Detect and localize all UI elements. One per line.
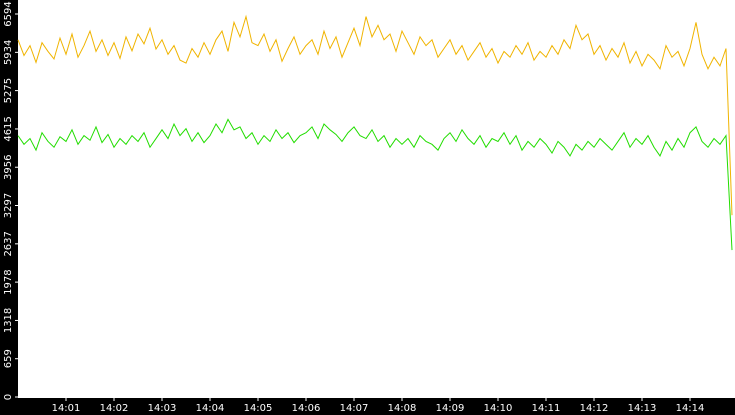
x-tick-label: 14:07 bbox=[340, 403, 369, 414]
x-tick-label: 14:12 bbox=[580, 403, 609, 414]
y-tick-label: 1318 bbox=[3, 308, 14, 333]
series-line bbox=[17, 14, 733, 216]
x-tick-label: 14:08 bbox=[388, 403, 417, 414]
y-axis-strip bbox=[0, 0, 18, 415]
x-tick-label: 14:04 bbox=[196, 403, 225, 414]
y-tick-label: 5275 bbox=[3, 78, 14, 103]
x-tick-label: 14:05 bbox=[244, 403, 273, 414]
y-tick-label: 659 bbox=[3, 349, 14, 368]
x-axis-strip bbox=[0, 398, 735, 415]
x-tick-label: 14:02 bbox=[100, 403, 129, 414]
y-tick-label: 2637 bbox=[3, 231, 14, 256]
y-tick-label: 0 bbox=[3, 394, 14, 400]
y-tick-label: 4615 bbox=[3, 116, 14, 141]
x-tick-label: 14:10 bbox=[484, 403, 513, 414]
series-line bbox=[17, 118, 733, 251]
x-tick-label: 14:03 bbox=[148, 403, 177, 414]
x-tick-label: 14:06 bbox=[292, 403, 321, 414]
x-tick-label: 14:13 bbox=[628, 403, 657, 414]
x-tick-label: 14:14 bbox=[676, 403, 705, 414]
y-tick-label: 3297 bbox=[3, 193, 14, 218]
x-tick-label: 14:01 bbox=[52, 403, 81, 414]
x-tick-label: 14:09 bbox=[436, 403, 465, 414]
y-tick-label: 5934 bbox=[3, 40, 14, 65]
y-tick-label: 6594 bbox=[3, 1, 14, 26]
y-tick-label: 3956 bbox=[3, 154, 14, 179]
y-tick-label: 1978 bbox=[3, 269, 14, 294]
x-tick-label: 14:11 bbox=[532, 403, 561, 414]
